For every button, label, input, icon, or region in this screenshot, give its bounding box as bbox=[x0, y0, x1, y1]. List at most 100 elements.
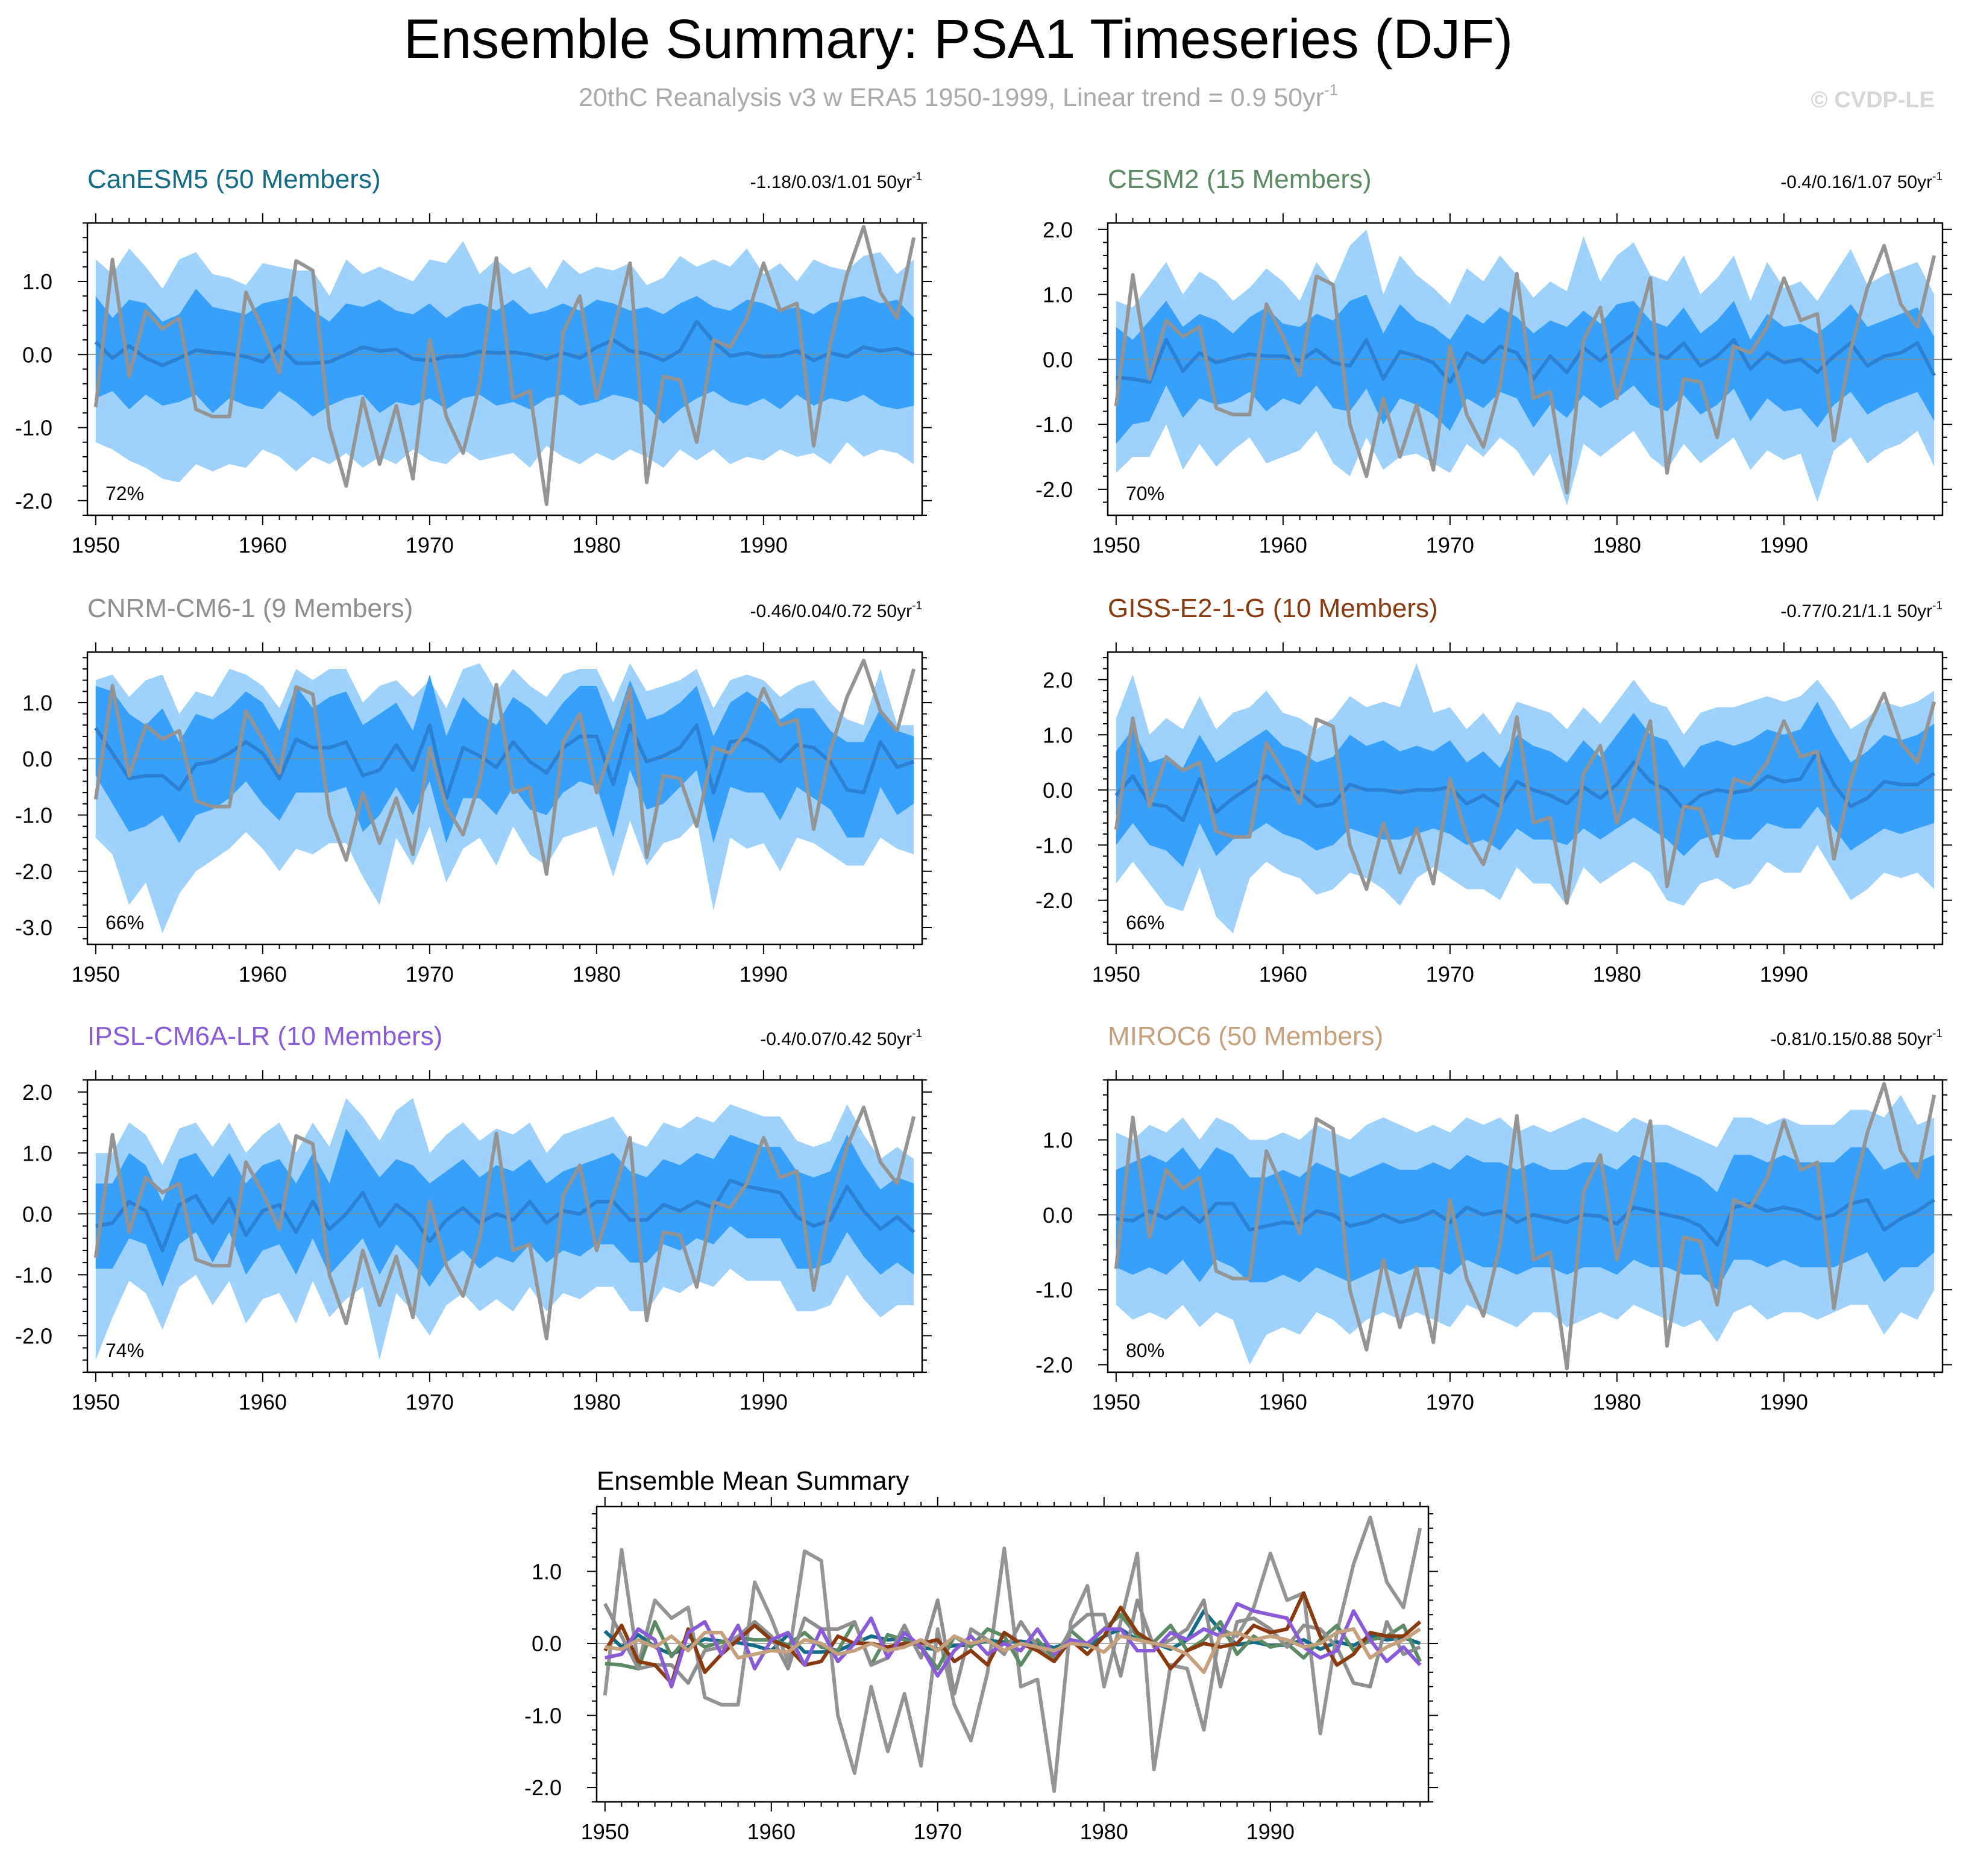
percent-label: 80% bbox=[1126, 1340, 1164, 1361]
plot-frame bbox=[595, 1505, 1430, 1803]
y-tick-label: 0.0 bbox=[22, 342, 52, 367]
y-tick-label: 0.0 bbox=[1043, 347, 1073, 372]
observed-series-line bbox=[1114, 691, 1936, 905]
y-tick-label: 1.0 bbox=[22, 691, 52, 715]
panel-data-group bbox=[1108, 229, 1943, 506]
figure-title: Ensemble Summary: PSA1 Timeseries (DJF) bbox=[404, 8, 1513, 70]
panel-data-group bbox=[87, 225, 922, 506]
plot-frame bbox=[1107, 651, 1944, 946]
y-tick-label: -2.0 bbox=[1035, 1353, 1073, 1378]
x-tick-label: 1960 bbox=[1259, 1390, 1307, 1414]
summary-title: Ensemble Mean Summary bbox=[597, 1466, 909, 1496]
panel-1: 1950 1960 1970 1980 1990 -2.0 -1.0 0.0 1.0 2.0 CES… bbox=[1035, 165, 1952, 557]
y-tick-label: 1.0 bbox=[22, 1141, 52, 1165]
panels-container: 1950 1960 1970 1980 1990 -2.0 -1.0 0.0 1.0 CanESM… bbox=[15, 165, 1952, 1844]
percent-label: 72% bbox=[105, 483, 144, 504]
percent-label: 74% bbox=[105, 1340, 144, 1361]
trend-superscript: -1 bbox=[912, 1027, 922, 1040]
inner-range-band bbox=[95, 289, 914, 424]
y-tick-label: 0.0 bbox=[1043, 1203, 1073, 1228]
x-tick-label: 1950 bbox=[1092, 533, 1140, 557]
x-tick-label: 1980 bbox=[1593, 962, 1641, 987]
y-tick-label: -2.0 bbox=[15, 1323, 52, 1348]
trend-text: -1.18/0.03/1.01 50yr bbox=[750, 172, 912, 192]
trend-label: -0.81/0.15/0.88 50yr-1 bbox=[1771, 1027, 1943, 1049]
ensemble-mean-line bbox=[1116, 331, 1936, 384]
inner-range-band bbox=[95, 1128, 914, 1287]
x-tick-label: 1970 bbox=[406, 1390, 454, 1414]
x-tick-label: 1970 bbox=[406, 962, 454, 987]
panel-2: 1950 1960 1970 1980 1990 -3.0 -2.0 -1.0 0.0 1.0 CN… bbox=[15, 594, 932, 987]
panel-0: 1950 1960 1970 1980 1990 -2.0 -1.0 0.0 1.0 CanESM… bbox=[15, 165, 932, 557]
x-tick-label: 1990 bbox=[740, 1390, 788, 1414]
y-tick-label: 2.0 bbox=[1043, 668, 1073, 692]
panel-5: 1950 1960 1970 1980 1990 -2.0 -1.0 0.0 1.0 MIROC6… bbox=[1035, 1021, 1952, 1414]
x-tick-label: 1950 bbox=[581, 1819, 629, 1844]
y-tick-label: 1.0 bbox=[1043, 1128, 1073, 1152]
y-tick-label: -2.0 bbox=[15, 489, 52, 513]
panel-title: IPSL-CM6A-LR (10 Members) bbox=[87, 1021, 442, 1051]
y-tick-label: 2.0 bbox=[1043, 218, 1073, 242]
x-tick-label: 1950 bbox=[72, 1390, 120, 1414]
summary-series-line-0 bbox=[603, 1515, 1422, 1793]
trend-label: -0.46/0.04/0.72 50yr-1 bbox=[750, 600, 922, 621]
y-tick-label: -1.0 bbox=[15, 803, 52, 827]
x-tick-label: 1980 bbox=[573, 533, 621, 557]
ensemble-mean-line bbox=[94, 319, 915, 368]
trend-text: -0.81/0.15/0.88 50yr bbox=[1771, 1029, 1933, 1049]
percent-label: 66% bbox=[1126, 912, 1164, 933]
panel-title: CNRM-CM6-1 (9 Members) bbox=[87, 594, 413, 623]
x-tick-label: 1990 bbox=[740, 533, 788, 557]
x-tick-label: 1970 bbox=[406, 533, 454, 557]
panel-data-group bbox=[597, 1515, 1428, 1793]
panel-data-group bbox=[87, 659, 922, 933]
y-tick-label: -1.0 bbox=[524, 1704, 562, 1728]
x-tick-label: 1960 bbox=[747, 1819, 796, 1844]
x-tick-label: 1970 bbox=[1426, 1390, 1474, 1414]
x-tick-label: 1990 bbox=[1760, 1390, 1808, 1414]
panel-title: CanESM5 (50 Members) bbox=[87, 165, 381, 194]
panel-data-group bbox=[87, 1098, 922, 1360]
trend-superscript: -1 bbox=[1932, 171, 1943, 183]
x-tick-label: 1970 bbox=[914, 1819, 962, 1844]
x-tick-label: 1960 bbox=[239, 533, 287, 557]
y-tick-label: -2.0 bbox=[1035, 888, 1073, 913]
y-tick-label: -3.0 bbox=[15, 915, 52, 940]
y-tick-label: 1.0 bbox=[532, 1560, 562, 1584]
observed-series-line bbox=[93, 659, 916, 876]
trend-superscript: -1 bbox=[912, 600, 922, 612]
trend-superscript: -1 bbox=[1932, 1027, 1943, 1040]
figure-subtitle: 20thC Reanalysis v3 w ERA5 1950-1999, Li… bbox=[579, 81, 1338, 112]
trend-text: -0.46/0.04/0.72 50yr bbox=[750, 601, 912, 621]
panel-data-group bbox=[1108, 663, 1943, 933]
panel-title: MIROC6 (50 Members) bbox=[1108, 1021, 1383, 1051]
x-tick-label: 1990 bbox=[1760, 533, 1808, 557]
credit-label: © CVDP-LE bbox=[1811, 87, 1935, 113]
y-tick-label: 1.0 bbox=[22, 269, 52, 294]
trend-label: -1.18/0.03/1.01 50yr-1 bbox=[750, 171, 922, 192]
y-tick-label: 0.0 bbox=[1043, 778, 1073, 803]
x-tick-label: 1980 bbox=[573, 1390, 621, 1414]
y-tick-label: -1.0 bbox=[1035, 1278, 1073, 1302]
y-tick-label: -2.0 bbox=[1035, 477, 1073, 502]
ensemble-mean-line bbox=[94, 723, 915, 800]
y-tick-label: 1.0 bbox=[1043, 723, 1073, 747]
ensemble-mean-line bbox=[1114, 749, 1935, 823]
plot-frame bbox=[1107, 222, 1944, 516]
subtitle-text: 20thC Reanalysis v3 w ERA5 1950-1999, Li… bbox=[579, 83, 1324, 112]
trend-text: -0.77/0.21/1.1 50yr bbox=[1780, 601, 1932, 621]
y-tick-label: -1.0 bbox=[1035, 412, 1073, 437]
x-tick-label: 1980 bbox=[1593, 1390, 1641, 1414]
y-tick-label: -2.0 bbox=[15, 859, 52, 884]
x-tick-label: 1990 bbox=[740, 962, 788, 987]
subtitle-superscript: -1 bbox=[1324, 81, 1338, 99]
x-tick-label: 1950 bbox=[1092, 1390, 1140, 1414]
x-tick-label: 1950 bbox=[72, 962, 120, 987]
trend-superscript: -1 bbox=[1932, 600, 1943, 612]
x-tick-label: 1980 bbox=[573, 962, 621, 987]
panel-title: GISS-E2-1-G (10 Members) bbox=[1108, 594, 1438, 623]
panel-6: 1950 1960 1970 1980 1990 -2.0 -1.0 0.0 1.0 Ensemb… bbox=[524, 1466, 1438, 1844]
x-tick-label: 1950 bbox=[1092, 962, 1140, 987]
panel-4: 1950 1960 1970 1980 1990 -2.0 -1.0 0.0 1.0 2.0 IPS… bbox=[15, 1021, 932, 1414]
